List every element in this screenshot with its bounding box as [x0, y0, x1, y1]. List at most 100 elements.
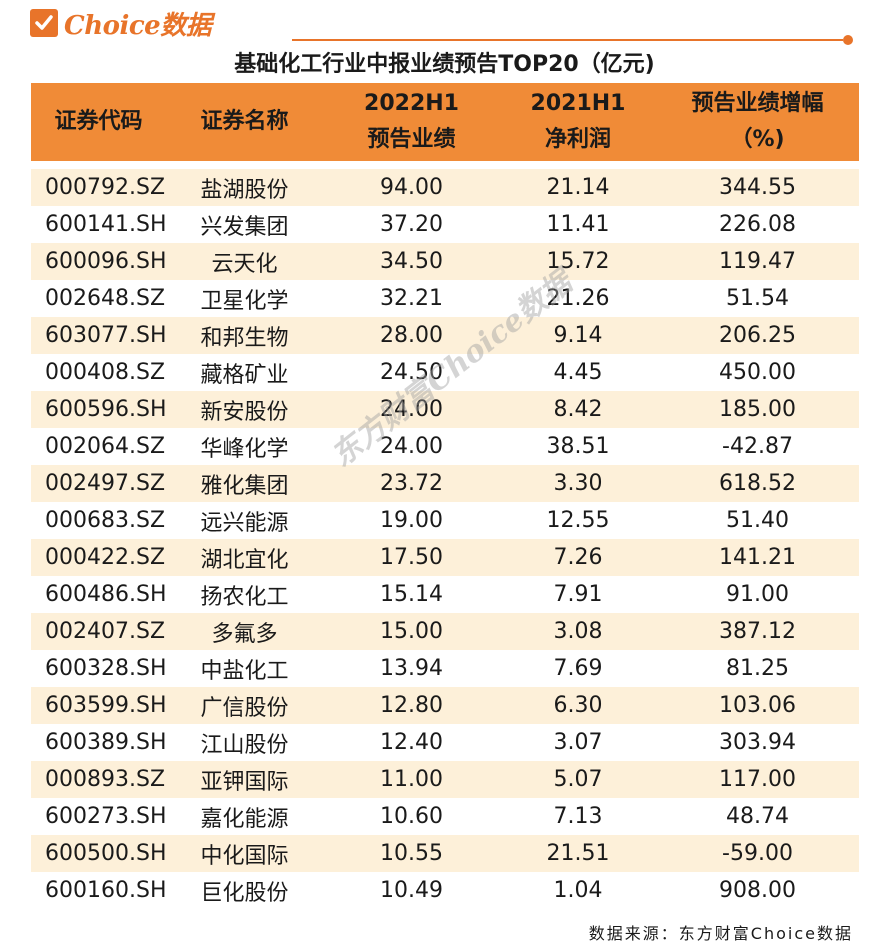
cell-prior-profit: 7.69 — [553, 656, 603, 681]
cell-prior-profit: 21.14 — [546, 175, 610, 200]
cell-growth: 387.12 — [719, 619, 796, 644]
table-row: 000683.SZ 远兴能源 19.00 12.55 51.40 — [31, 502, 859, 539]
cell-name: 中化国际 — [200, 843, 289, 869]
table-row: 603077.SH 和邦生物 28.00 9.14 206.25 — [31, 317, 859, 354]
cell-growth: 908.00 — [719, 878, 796, 903]
logo-text: Choice数据 — [64, 10, 212, 41]
cell-growth: 450.00 — [719, 360, 796, 385]
header-cell-code: 证券代码 — [54, 109, 143, 134]
cell-forecast: 17.50 — [380, 545, 443, 570]
table-row: 002648.SZ 卫星化学 32.21 21.26 51.54 — [31, 280, 859, 317]
cell-forecast: 28.00 — [380, 323, 443, 348]
cell-growth: 303.94 — [719, 730, 796, 755]
table-row: 600389.SH 江山股份 12.40 3.07 303.94 — [31, 724, 859, 761]
cell-code: 600389.SH — [45, 730, 167, 755]
header-rule — [292, 39, 843, 41]
header-cell-forecast: 2022H1 预告业绩 — [364, 91, 459, 152]
cell-forecast: 32.21 — [380, 286, 443, 311]
cell-forecast: 24.00 — [380, 397, 443, 422]
cell-name: 兴发集团 — [200, 214, 289, 240]
cell-growth: 618.52 — [719, 471, 796, 496]
cell-prior-profit: 21.51 — [546, 841, 610, 866]
table-row: 000792.SZ 盐湖股份 94.00 21.14 344.55 — [31, 169, 859, 206]
cell-forecast: 10.49 — [380, 878, 443, 903]
cell-growth: 141.21 — [719, 545, 796, 570]
table-row: 002407.SZ 多氟多 15.00 3.08 387.12 — [31, 613, 859, 650]
cell-code: 600141.SH — [45, 212, 167, 237]
cell-forecast: 34.50 — [380, 249, 443, 274]
data-table: 证券代码 证券名称 2022H1 预告业绩 2021H1 净利润 预告业绩增幅 （%)… — [31, 83, 859, 909]
cell-code: 600596.SH — [45, 397, 167, 422]
cell-forecast: 37.20 — [380, 212, 443, 237]
cell-code: 000408.SZ — [45, 360, 166, 385]
cell-growth: -59.00 — [722, 841, 793, 866]
cell-code: 600160.SH — [45, 878, 167, 903]
cell-forecast: 15.14 — [380, 582, 443, 607]
table-row: 600141.SH 兴发集团 37.20 11.41 226.08 — [31, 206, 859, 243]
cell-code: 000683.SZ — [45, 508, 166, 533]
cell-prior-profit: 7.26 — [553, 545, 603, 570]
check-icon — [30, 9, 58, 37]
table-header: 证券代码 证券名称 2022H1 预告业绩 2021H1 净利润 预告业绩增幅 （%) — [31, 83, 859, 161]
cell-prior-profit: 11.41 — [546, 212, 610, 237]
cell-code: 603077.SH — [45, 323, 167, 348]
cell-name: 亚钾国际 — [200, 769, 289, 795]
cell-prior-profit: 4.45 — [553, 360, 603, 385]
cell-prior-profit: 7.91 — [553, 582, 603, 607]
cell-forecast: 15.00 — [380, 619, 443, 644]
cell-growth: 226.08 — [719, 212, 796, 237]
table-row: 603599.SH 广信股份 12.80 6.30 103.06 — [31, 687, 859, 724]
cell-forecast: 12.40 — [380, 730, 443, 755]
cell-prior-profit: 7.13 — [553, 804, 603, 829]
cell-prior-profit: 1.04 — [553, 878, 603, 903]
cell-prior-profit: 8.42 — [553, 397, 603, 422]
cell-prior-profit: 3.07 — [553, 730, 603, 755]
cell-name: 江山股份 — [200, 732, 289, 758]
source-note: 数据来源：东方财富Choice数据 — [588, 924, 853, 943]
table-row: 000408.SZ 藏格矿业 24.50 4.45 450.00 — [31, 354, 859, 391]
cell-code: 603599.SH — [45, 693, 167, 718]
cell-growth: 91.00 — [726, 582, 789, 607]
table-row: 002064.SZ 华峰化学 24.00 38.51 -42.87 — [31, 428, 859, 465]
cell-forecast: 11.00 — [380, 767, 443, 792]
cell-prior-profit: 9.14 — [553, 323, 603, 348]
cell-growth: 81.25 — [726, 656, 789, 681]
table-row: 600500.SH 中化国际 10.55 21.51 -59.00 — [31, 835, 859, 872]
cell-forecast: 10.55 — [380, 841, 443, 866]
table-row: 600596.SH 新安股份 24.00 8.42 185.00 — [31, 391, 859, 428]
header-cell-name: 证券名称 — [200, 109, 289, 134]
table-row: 000893.SZ 亚钾国际 11.00 5.07 117.00 — [31, 761, 859, 798]
cell-growth: 51.54 — [726, 286, 789, 311]
cell-code: 600096.SH — [45, 249, 167, 274]
table-row: 000422.SZ 湖北宜化 17.50 7.26 141.21 — [31, 539, 859, 576]
cell-forecast: 23.72 — [380, 471, 443, 496]
cell-code: 000422.SZ — [45, 545, 166, 570]
cell-prior-profit: 15.72 — [546, 249, 610, 274]
header-rule-dot — [843, 35, 853, 45]
cell-growth: 185.00 — [719, 397, 796, 422]
table-row: 600486.SH 扬农化工 15.14 7.91 91.00 — [31, 576, 859, 613]
cell-growth: 344.55 — [719, 175, 796, 200]
cell-code: 600500.SH — [45, 841, 167, 866]
cell-growth: 206.25 — [719, 323, 796, 348]
cell-growth: -42.87 — [722, 434, 793, 459]
cell-name: 和邦生物 — [200, 325, 289, 351]
cell-prior-profit: 5.07 — [553, 767, 603, 792]
cell-forecast: 13.94 — [380, 656, 443, 681]
cell-growth: 119.47 — [719, 249, 796, 274]
cell-growth: 51.40 — [726, 508, 789, 533]
cell-forecast: 24.50 — [380, 360, 443, 385]
header-cell-prior-profit: 2021H1 净利润 — [530, 91, 626, 152]
table-row: 002497.SZ 雅化集团 23.72 3.30 618.52 — [31, 465, 859, 502]
cell-name: 巨化股份 — [200, 880, 289, 906]
cell-growth: 103.06 — [719, 693, 796, 718]
cell-name: 雅化集团 — [200, 473, 289, 499]
cell-prior-profit: 3.08 — [553, 619, 603, 644]
table-row: 600160.SH 巨化股份 10.49 1.04 908.00 — [31, 872, 859, 909]
cell-prior-profit: 38.51 — [546, 434, 610, 459]
cell-prior-profit: 21.26 — [546, 286, 610, 311]
cell-growth: 117.00 — [719, 767, 796, 792]
page-title: 基础化工行业中报业绩预告TOP20（亿元) — [234, 52, 655, 77]
cell-code: 002648.SZ — [45, 286, 166, 311]
cell-code: 002064.SZ — [45, 434, 166, 459]
